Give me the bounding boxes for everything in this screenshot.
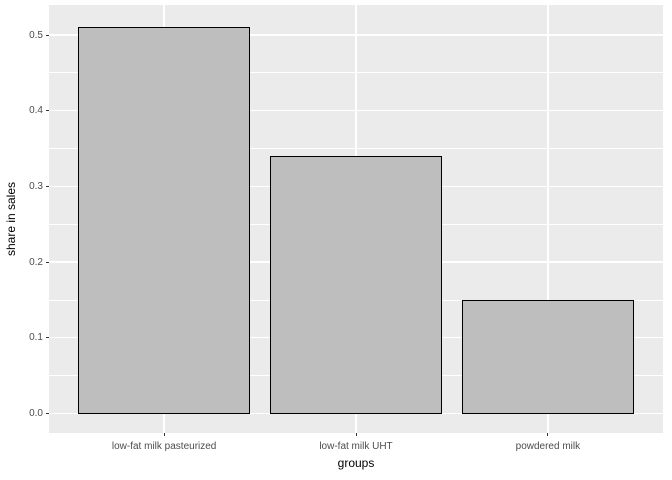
x-tick-mark — [355, 433, 357, 436]
y-tick-mark — [46, 337, 49, 339]
x-tick-label: low-fat milk UHT — [319, 441, 393, 452]
bar-low-fat-milk-uht — [269, 156, 443, 415]
x-tick-mark — [547, 433, 549, 436]
x-tick-mark — [163, 433, 165, 436]
y-tick-mark — [46, 185, 49, 187]
x-tick-label: powdered milk — [515, 441, 581, 452]
y-tick-mark — [46, 261, 49, 263]
gridline-major-vertical — [547, 5, 549, 433]
y-tick-label: 0.4 — [29, 105, 43, 117]
y-tick-label: 0.2 — [29, 256, 43, 268]
y-tick-mark — [46, 413, 49, 415]
y-tick-label: 0.1 — [29, 332, 43, 344]
y-tick-label: 0.0 — [29, 408, 43, 419]
y-tick-mark — [46, 110, 49, 112]
x-tick-label: low-fat milk pasteurized — [111, 441, 217, 452]
y-axis-title: share in sales — [4, 181, 18, 257]
y-tick-label: 0.5 — [29, 29, 43, 41]
bar-powdered-milk — [461, 299, 635, 415]
y-tick-mark — [46, 34, 49, 36]
y-tick-label: 0.3 — [29, 180, 43, 192]
bar-low-fat-milk-pasteurized — [77, 27, 251, 415]
plot-panel — [49, 5, 663, 433]
x-axis-title: groups — [337, 456, 375, 470]
